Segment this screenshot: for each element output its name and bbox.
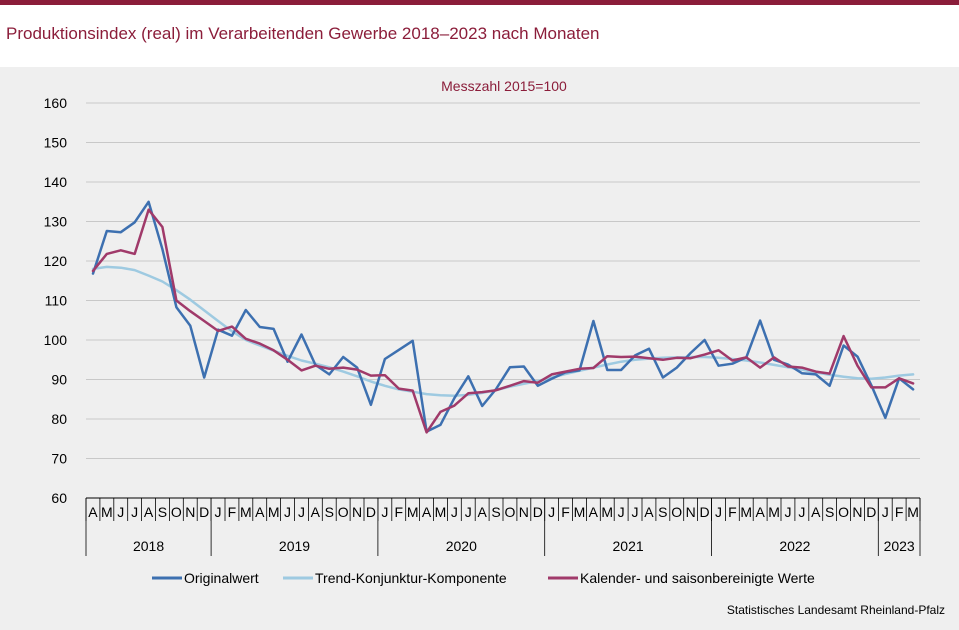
year-label: 2022 xyxy=(779,538,810,554)
x-tick-label: S xyxy=(158,504,167,520)
y-tick-label: 140 xyxy=(44,174,68,190)
x-tick-label: M xyxy=(240,504,252,520)
x-tick-label: J xyxy=(298,504,305,520)
x-tick-label: O xyxy=(671,504,682,520)
x-tick-label: J xyxy=(465,504,472,520)
y-tick-label: 100 xyxy=(44,332,68,348)
x-tick-label: A xyxy=(255,504,265,520)
x-tick-label: F xyxy=(228,504,237,520)
x-tick-label: J xyxy=(381,504,388,520)
series-line xyxy=(91,200,915,433)
x-tick-label: J xyxy=(618,504,625,520)
x-tick-label: J xyxy=(451,504,458,520)
legend: Originalwert Trend-Konjunktur-Komponente K… xyxy=(152,570,815,586)
chart-subtitle: Messzahl 2015=100 xyxy=(441,78,567,94)
year-label: 2023 xyxy=(884,538,915,554)
legend-label: Kalender- und saisonbereinigte Werte xyxy=(580,570,815,586)
x-tick-label: M xyxy=(768,504,780,520)
x-tick-label: N xyxy=(686,504,696,520)
x-tick-label: J xyxy=(131,504,138,520)
y-tick-label: 110 xyxy=(45,293,68,309)
x-tick-label: A xyxy=(644,504,654,520)
x-tick-label: A xyxy=(477,504,487,520)
year-label: 2021 xyxy=(613,538,644,554)
x-tick-label: N xyxy=(519,504,529,520)
y-tick-label: 60 xyxy=(51,490,67,506)
x-tick-label: J xyxy=(215,504,222,520)
x-tick-label: N xyxy=(352,504,362,520)
x-tick-label: M xyxy=(435,504,447,520)
x-tick-label: O xyxy=(171,504,182,520)
year-label: 2020 xyxy=(446,538,477,554)
x-tick-label: A xyxy=(589,504,599,520)
year-label: 2019 xyxy=(279,538,310,554)
x-tick-label: A xyxy=(422,504,432,520)
x-tick-label: O xyxy=(838,504,849,520)
x-tick-label: J xyxy=(798,504,805,520)
x-tick-label: J xyxy=(882,504,889,520)
x-tick-label: M xyxy=(101,504,113,520)
chart-title: Produktionsindex (real) im Verarbeitende… xyxy=(6,24,600,43)
x-tick-label: J xyxy=(715,504,722,520)
x-tick-label: D xyxy=(366,504,376,520)
x-tick-label: F xyxy=(561,504,570,520)
x-tick-label: S xyxy=(491,504,500,520)
x-tick-label: J xyxy=(284,504,291,520)
x-tick-label: A xyxy=(311,504,321,520)
top-accent-bar xyxy=(0,0,959,5)
line-chart: Messzahl 2015=100 60 70 80 90 100 110 120 130 14… xyxy=(44,78,921,586)
x-tick-label: S xyxy=(825,504,834,520)
x-tick-label: A xyxy=(88,504,98,520)
x-tick-label: F xyxy=(394,504,403,520)
x-tick-label: D xyxy=(866,504,876,520)
y-tick-label: 90 xyxy=(51,372,67,388)
x-tick-label: F xyxy=(728,504,737,520)
x-tick-label: O xyxy=(338,504,349,520)
x-tick-label: M xyxy=(268,504,280,520)
series-lines xyxy=(91,200,915,434)
y-tick-label: 120 xyxy=(44,253,68,269)
y-tick-label: 160 xyxy=(44,95,68,111)
x-tick-label: D xyxy=(199,504,209,520)
x-tick-label: S xyxy=(325,504,334,520)
x-tick-label: O xyxy=(505,504,516,520)
x-tick-label: D xyxy=(533,504,543,520)
x-tick-label: M xyxy=(740,504,752,520)
series-line xyxy=(91,208,915,434)
x-tick-label: J xyxy=(632,504,639,520)
x-tick-label: A xyxy=(144,504,154,520)
x-tick-label: A xyxy=(811,504,821,520)
x-tick-label: M xyxy=(907,504,919,520)
y-tick-label: 80 xyxy=(51,411,67,427)
legend-label: Trend-Konjunktur-Komponente xyxy=(315,570,507,586)
x-tick-label: N xyxy=(852,504,862,520)
x-tick-label: M xyxy=(407,504,419,520)
x-tick-label: J xyxy=(784,504,791,520)
y-tick-label: 130 xyxy=(44,214,68,230)
y-tick-label: 150 xyxy=(44,135,68,151)
x-tick-label: M xyxy=(601,504,613,520)
x-tick-label: M xyxy=(574,504,586,520)
y-axis: 60 70 80 90 100 110 120 130 140 150 160 xyxy=(44,95,68,506)
x-tick-label: S xyxy=(658,504,667,520)
x-tick-label: D xyxy=(699,504,709,520)
y-tick-label: 70 xyxy=(51,451,67,467)
source-note: Statistisches Landesamt Rheinland-Pfalz xyxy=(726,603,945,617)
x-tick-label: J xyxy=(117,504,124,520)
legend-label: Originalwert xyxy=(184,570,259,586)
x-tick-label: F xyxy=(895,504,904,520)
x-tick-label: N xyxy=(185,504,195,520)
year-label: 2018 xyxy=(133,538,164,554)
title-band xyxy=(0,5,959,67)
gridlines xyxy=(86,102,920,459)
x-tick-label: A xyxy=(755,504,765,520)
x-tick-label: J xyxy=(548,504,555,520)
